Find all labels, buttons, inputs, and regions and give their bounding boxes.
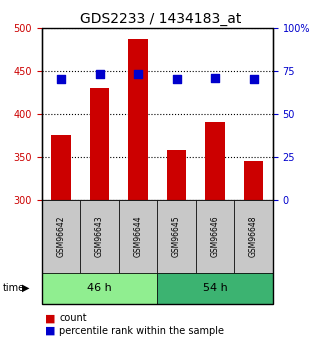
Point: [135, 71, 141, 77]
Bar: [90, 88, 109, 200]
Text: ■: ■: [45, 314, 56, 323]
Point: [58, 77, 64, 82]
Bar: [167, 150, 186, 200]
Text: percentile rank within the sample: percentile rank within the sample: [59, 326, 224, 335]
Point: [97, 71, 102, 77]
Text: time: time: [3, 283, 25, 293]
Bar: [51, 136, 71, 200]
Bar: [128, 39, 148, 200]
Text: ■: ■: [45, 326, 56, 335]
Point: [251, 77, 256, 82]
Text: GSM96642: GSM96642: [56, 216, 65, 257]
Bar: [244, 161, 263, 200]
Text: GSM96646: GSM96646: [211, 216, 220, 257]
Text: ▶: ▶: [22, 283, 29, 293]
Text: GSM96644: GSM96644: [134, 216, 143, 257]
Text: GDS2233 / 1434183_at: GDS2233 / 1434183_at: [80, 12, 241, 26]
Text: GSM96643: GSM96643: [95, 216, 104, 257]
Text: 46 h: 46 h: [87, 283, 112, 293]
Point: [213, 75, 218, 80]
Bar: [205, 122, 225, 200]
Text: count: count: [59, 314, 87, 323]
Text: GSM96645: GSM96645: [172, 216, 181, 257]
Text: 54 h: 54 h: [203, 283, 228, 293]
Point: [174, 77, 179, 82]
Text: GSM96648: GSM96648: [249, 216, 258, 257]
